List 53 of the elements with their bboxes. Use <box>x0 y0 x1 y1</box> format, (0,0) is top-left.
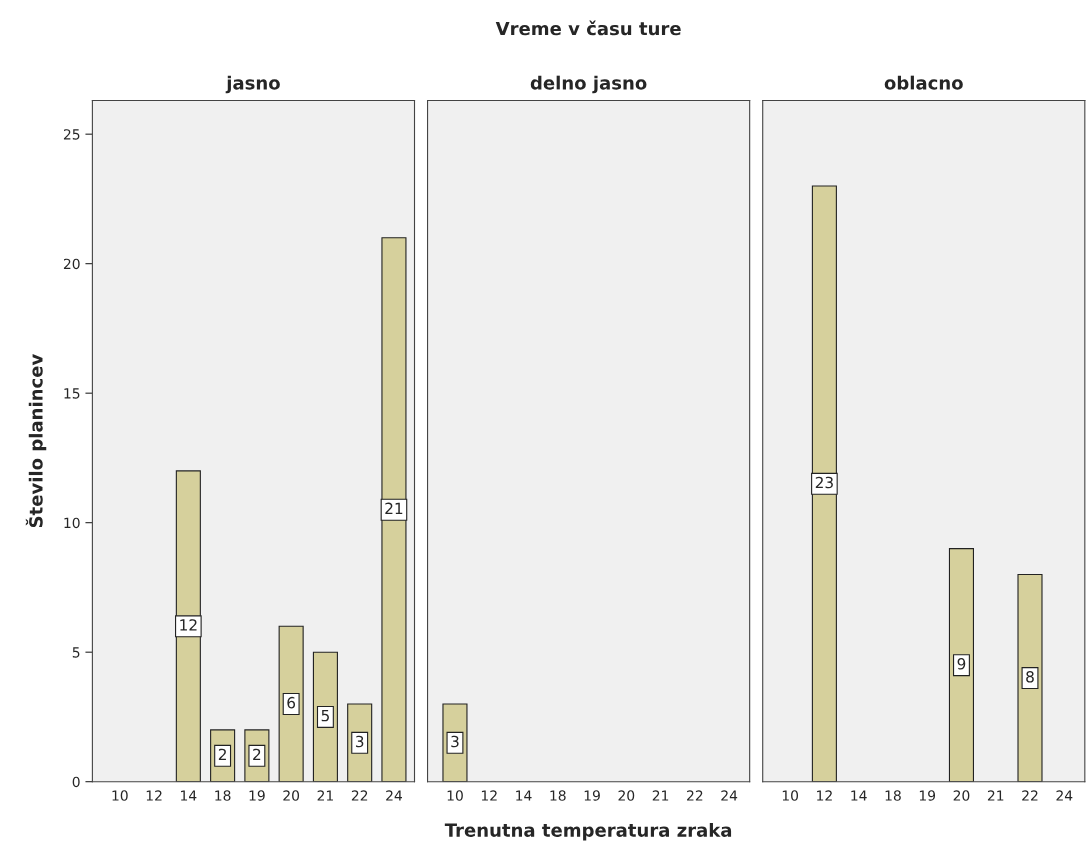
bar <box>175 470 201 782</box>
x-tick-label: 12 <box>481 790 497 801</box>
text: Vreme v času ture <box>495 20 681 36</box>
x-tick-label: 24 <box>721 790 738 801</box>
data-label: 8 <box>1026 670 1034 683</box>
x-tick-label: 19 <box>249 790 265 801</box>
x-tick-label: 10 <box>447 790 463 801</box>
data-label: 2 <box>253 748 261 761</box>
x-tick-label: 12 <box>817 790 832 801</box>
y-tick-label: 0 <box>72 776 80 788</box>
x-tick-label: 21 <box>652 790 669 801</box>
y-tick-label: 10 <box>64 517 80 529</box>
x-tick-label: 22 <box>687 790 703 801</box>
x-tick-label: 18 <box>215 790 231 801</box>
x-tick-label: 20 <box>953 790 970 801</box>
y-tick-label: 5 <box>72 647 80 658</box>
x-tick-label: 18 <box>885 790 901 801</box>
data-label: 5 <box>321 710 329 722</box>
x-tick-label: 19 <box>919 790 936 801</box>
x-tick-label: 22 <box>1022 790 1038 801</box>
chart-title: oblacno <box>884 75 963 90</box>
x-tick-label: 12 <box>146 790 162 801</box>
x-tick-label: 19 <box>584 790 600 801</box>
x-tick-label: 10 <box>112 790 128 801</box>
x-tick-label: 21 <box>987 790 1004 801</box>
x-axis-title: Trenutna temperatura zraka <box>444 822 732 841</box>
x-tick-label: 18 <box>550 790 566 801</box>
data-label: 12 <box>180 619 197 631</box>
y-tick-label: 20 <box>63 258 80 270</box>
bar <box>278 625 304 782</box>
data-label: 3 <box>355 735 364 748</box>
x-tick-label: 14 <box>181 790 197 801</box>
data-label: 6 <box>287 696 296 709</box>
data-label: 21 <box>385 502 403 514</box>
y-tick-label: 25 <box>63 129 80 140</box>
x-tick-label: 14 <box>516 790 532 801</box>
bar <box>381 237 407 782</box>
y-tick-label: 15 <box>64 388 80 399</box>
x-tick-label: 14 <box>851 790 867 801</box>
x-tick-label: 22 <box>351 790 368 801</box>
data-label: 9 <box>957 658 966 670</box>
x-tick-label: 20 <box>618 790 635 801</box>
data-label: 2 <box>218 748 226 761</box>
x-tick-label: 10 <box>782 790 799 801</box>
data-label: 3 <box>451 735 459 748</box>
chart-title: jasno <box>225 75 280 94</box>
x-tick-label: 24 <box>386 790 403 801</box>
data-label: 23 <box>815 476 833 489</box>
y-axis-title: Število planincev <box>25 354 47 528</box>
x-tick-label: 21 <box>317 790 333 801</box>
x-tick-label: 24 <box>1056 790 1073 801</box>
chart-title: delno jasno <box>530 75 647 94</box>
x-tick-label: 20 <box>283 790 300 801</box>
